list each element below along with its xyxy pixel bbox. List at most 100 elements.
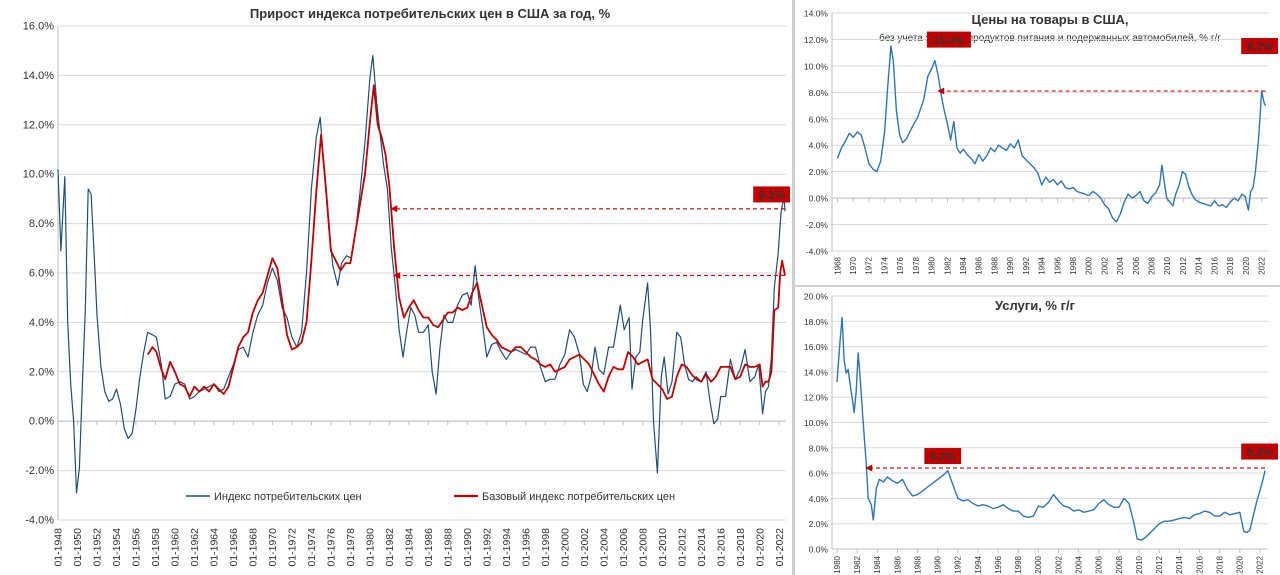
x-tick-label: 01-2008 <box>637 528 649 567</box>
x-tick-label: 01-1986 <box>423 528 435 567</box>
x-tick-label: 01-1956 <box>131 528 143 567</box>
y-tick-label: 14.0% <box>804 367 829 377</box>
x-tick-label: 2020 <box>1236 555 1245 573</box>
annotation-box <box>926 31 971 48</box>
x-tick-label: 01-1980 <box>365 528 377 567</box>
x-tick-label: 01-1964 <box>209 528 221 567</box>
y-tick-label: 4.0% <box>809 494 829 504</box>
annotation-label: 10.4% <box>933 35 964 47</box>
goods-chart: Цены на товары в США,без учета энергии, … <box>804 9 1278 275</box>
x-tick-label: 01-1952 <box>92 528 104 567</box>
y-tick-label: 0.0% <box>809 545 829 555</box>
series-line-1 <box>57 55 786 494</box>
y-tick-label: 10.0% <box>23 169 54 181</box>
x-tick-label: 1970 <box>849 256 858 274</box>
x-tick-label: 01-1954 <box>111 528 123 567</box>
annotation-box <box>1241 443 1278 460</box>
x-tick-label: 1988 <box>913 555 922 573</box>
y-tick-label: 16.0% <box>23 21 54 33</box>
y-tick-label: -4.0% <box>25 515 54 527</box>
x-tick-label: 2002 <box>1100 256 1109 274</box>
x-tick-label: 01-2000 <box>559 528 571 567</box>
y-tick-label: 0.0% <box>809 194 829 204</box>
chart-title: Цены на товары в США, <box>971 12 1128 27</box>
y-tick-label: 8.0% <box>809 443 829 453</box>
annotation-label: 8.1% <box>1247 41 1272 53</box>
x-tick-label: 01-1990 <box>462 528 474 567</box>
x-tick-label: 01-1976 <box>326 528 338 567</box>
x-tick-label: 01-1966 <box>228 528 240 567</box>
x-tick-label: 01-2020 <box>754 528 766 567</box>
x-tick-label: 2008 <box>1148 256 1157 274</box>
series-line-2 <box>146 84 786 400</box>
x-tick-label: 1974 <box>880 256 889 274</box>
x-tick-label: 1984 <box>873 555 882 573</box>
x-tick-label: 01-1988 <box>443 528 455 567</box>
x-tick-label: 1988 <box>990 256 999 274</box>
x-tick-label: 1980 <box>833 555 842 573</box>
y-tick-label: 0.0% <box>29 416 54 428</box>
annotation-label: 9.1% <box>759 190 784 202</box>
annotation-label: 6.2% <box>1247 447 1272 459</box>
x-tick-label: 1994 <box>1038 256 1047 274</box>
x-tick-label: 2018 <box>1216 555 1225 573</box>
arrow-head <box>393 271 401 279</box>
x-tick-label: 01-2006 <box>618 528 630 567</box>
x-tick-label: 1968 <box>833 256 842 274</box>
goods-chart-panel: Цены на товары в США, без учета энергии, … <box>795 0 1280 285</box>
y-tick-label: 2.0% <box>809 519 829 529</box>
x-tick-label: 1998 <box>1014 555 1023 573</box>
chart-title: Услуги, % г/г <box>995 298 1076 313</box>
x-tick-label: 01-2022 <box>774 528 786 567</box>
x-tick-label: 01-1968 <box>248 528 260 567</box>
y-tick-label: 12.0% <box>23 119 54 131</box>
x-tick-label: 2004 <box>1116 256 1125 274</box>
x-tick-label: 1982 <box>943 256 952 274</box>
x-tick-label: 1998 <box>1069 256 1078 274</box>
x-tick-label: 2018 <box>1226 256 1235 274</box>
y-tick-label: 6.0% <box>29 268 54 280</box>
x-tick-label: 2006 <box>1095 555 1104 573</box>
y-tick-label: 6.0% <box>809 114 829 124</box>
x-tick-label: 2004 <box>1075 555 1084 573</box>
y-tick-label: 2.0% <box>29 366 54 378</box>
x-tick-label: 01-1972 <box>287 528 299 567</box>
y-tick-label: 14.0% <box>804 9 829 19</box>
series-line-1 <box>836 45 1267 223</box>
x-tick-label: 1992 <box>954 555 963 573</box>
x-tick-label: 2014 <box>1175 555 1184 573</box>
x-tick-label: 01-2018 <box>735 528 747 567</box>
y-tick-label: 8.0% <box>809 88 829 98</box>
y-tick-label: -4.0% <box>806 247 829 257</box>
x-tick-label: 01-2010 <box>657 528 669 567</box>
x-tick-label: 1980 <box>928 256 937 274</box>
x-tick-label: 2016 <box>1195 555 1204 573</box>
legend-label: Индекс потребительских цен <box>214 491 362 503</box>
x-tick-label: 1994 <box>974 555 983 573</box>
x-tick-label: 01-1950 <box>72 528 84 567</box>
annotation-box <box>1241 38 1278 55</box>
x-tick-label: 2014 <box>1195 256 1204 274</box>
x-tick-label: 01-1962 <box>189 528 201 567</box>
x-tick-label: 1976 <box>896 256 905 274</box>
y-tick-label: 2.0% <box>809 167 829 177</box>
x-tick-label: 1990 <box>934 555 943 573</box>
arrow-head <box>865 464 873 472</box>
x-tick-label: 01-1982 <box>384 528 396 567</box>
x-tick-label: 2022 <box>1256 555 1265 573</box>
y-tick-label: 12.0% <box>804 393 829 403</box>
arrow-head <box>937 87 945 95</box>
y-tick-label: 4.0% <box>809 141 829 151</box>
annotation-label: 6.2% <box>930 451 955 463</box>
services-chart-panel: Услуги, % г/г 0.0% 2.0% 4.0% 6.0% 8.0% 10.0% 12… <box>795 287 1280 575</box>
x-tick-label: 01-2016 <box>715 528 727 567</box>
annotation-box <box>753 186 790 203</box>
x-tick-label: 2022 <box>1258 256 1267 274</box>
y-tick-label: -2.0% <box>25 465 54 477</box>
x-tick-label: 1990 <box>1006 256 1015 274</box>
x-tick-label: 1986 <box>893 555 902 573</box>
x-tick-label: 1982 <box>853 555 862 573</box>
x-tick-label: 2012 <box>1155 555 1164 573</box>
series-line-1 <box>836 316 1266 541</box>
x-tick-label: 01-1948 <box>53 528 65 567</box>
